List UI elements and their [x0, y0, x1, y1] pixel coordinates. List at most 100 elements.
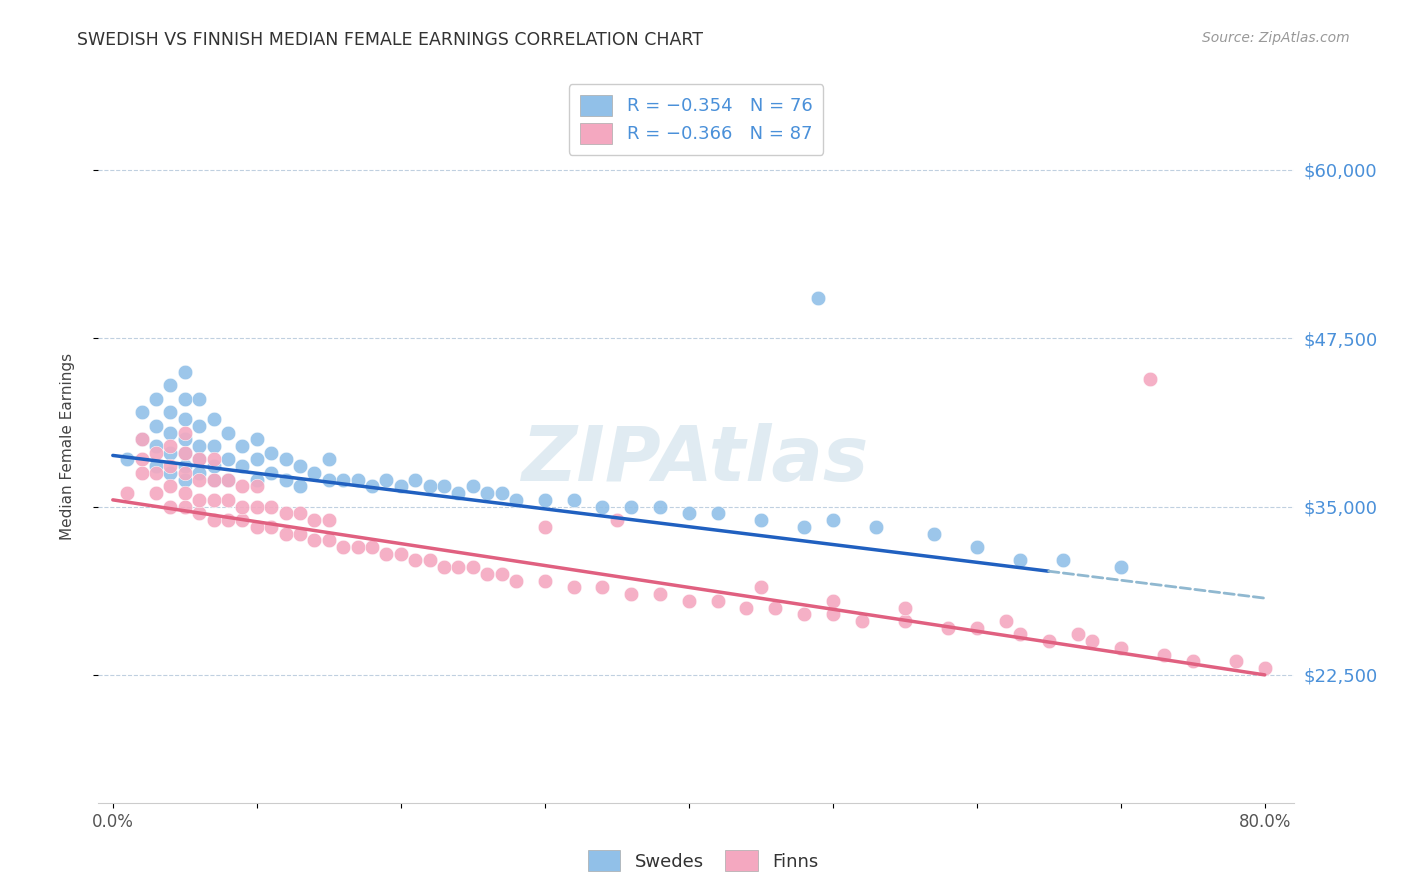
Point — [217, 425, 239, 440]
Point — [1081, 634, 1104, 648]
Point — [404, 553, 426, 567]
Point — [145, 418, 167, 433]
Point — [749, 580, 772, 594]
Point — [159, 439, 181, 453]
Point — [202, 513, 225, 527]
Point — [419, 553, 441, 567]
Point — [1139, 372, 1161, 386]
Point — [706, 594, 728, 608]
Point — [173, 425, 195, 440]
Point — [115, 452, 138, 467]
Point — [188, 492, 211, 507]
Point — [491, 566, 513, 581]
Point — [173, 446, 195, 460]
Point — [620, 500, 643, 514]
Point — [304, 533, 326, 548]
Point — [274, 506, 297, 520]
Legend: R = −0.354   N = 76, R = −0.366   N = 87: R = −0.354 N = 76, R = −0.366 N = 87 — [569, 84, 823, 154]
Point — [562, 492, 585, 507]
Point — [1052, 553, 1074, 567]
Point — [173, 500, 195, 514]
Point — [131, 466, 153, 480]
Point — [361, 540, 384, 554]
Point — [1153, 648, 1175, 662]
Point — [793, 520, 815, 534]
Point — [994, 614, 1017, 628]
Point — [202, 452, 225, 467]
Point — [332, 473, 354, 487]
Point — [202, 473, 225, 487]
Text: SWEDISH VS FINNISH MEDIAN FEMALE EARNINGS CORRELATION CHART: SWEDISH VS FINNISH MEDIAN FEMALE EARNING… — [77, 31, 703, 49]
Point — [231, 459, 253, 474]
Point — [159, 446, 181, 460]
Point — [648, 587, 671, 601]
Point — [318, 533, 340, 548]
Point — [246, 479, 269, 493]
Point — [217, 492, 239, 507]
Point — [188, 418, 211, 433]
Point — [145, 392, 167, 406]
Point — [159, 425, 181, 440]
Point — [361, 479, 384, 493]
Point — [477, 486, 499, 500]
Point — [821, 607, 844, 622]
Point — [749, 513, 772, 527]
Point — [145, 439, 167, 453]
Point — [318, 513, 340, 527]
Point — [202, 459, 225, 474]
Point — [966, 621, 988, 635]
Point — [865, 520, 887, 534]
Point — [648, 500, 671, 514]
Point — [620, 587, 643, 601]
Point — [606, 136, 628, 150]
Point — [893, 600, 915, 615]
Y-axis label: Median Female Earnings: Median Female Earnings — [60, 352, 75, 540]
Point — [131, 452, 153, 467]
Point — [159, 459, 181, 474]
Point — [231, 479, 253, 493]
Point — [318, 473, 340, 487]
Point — [562, 580, 585, 594]
Point — [447, 486, 470, 500]
Point — [173, 432, 195, 446]
Point — [260, 446, 283, 460]
Point — [821, 594, 844, 608]
Point — [447, 560, 470, 574]
Point — [260, 500, 283, 514]
Point — [288, 479, 311, 493]
Point — [1181, 655, 1204, 669]
Point — [131, 405, 153, 419]
Point — [332, 540, 354, 554]
Point — [188, 452, 211, 467]
Point — [346, 473, 368, 487]
Point — [461, 560, 484, 574]
Point — [173, 446, 195, 460]
Point — [1109, 640, 1132, 655]
Point — [763, 600, 786, 615]
Point — [966, 540, 988, 554]
Point — [188, 392, 211, 406]
Point — [922, 526, 945, 541]
Point — [159, 466, 181, 480]
Text: ZIPAtlas: ZIPAtlas — [522, 424, 870, 497]
Point — [389, 479, 412, 493]
Point — [159, 500, 181, 514]
Point — [591, 500, 613, 514]
Point — [288, 459, 311, 474]
Point — [159, 405, 181, 419]
Point — [477, 566, 499, 581]
Point — [1254, 661, 1277, 675]
Point — [115, 486, 138, 500]
Point — [419, 479, 441, 493]
Point — [260, 466, 283, 480]
Point — [678, 594, 700, 608]
Point — [793, 607, 815, 622]
Point — [505, 492, 527, 507]
Point — [1008, 627, 1031, 641]
Point — [433, 479, 456, 493]
Point — [433, 560, 456, 574]
Point — [375, 473, 398, 487]
Point — [246, 520, 269, 534]
Point — [678, 506, 700, 520]
Point — [375, 547, 398, 561]
